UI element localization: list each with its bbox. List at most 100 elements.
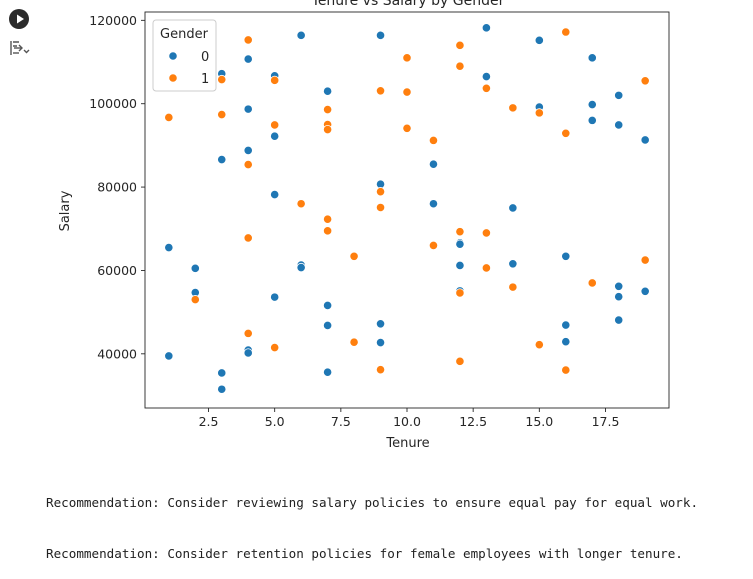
x-tick-label: 2.5 <box>199 414 219 429</box>
data-point-gender-0 <box>243 348 253 358</box>
data-point-gender-1 <box>455 61 465 71</box>
data-point-gender-1 <box>243 159 253 170</box>
legend-box <box>152 19 217 92</box>
data-point-gender-0 <box>217 384 227 394</box>
data-point-gender-1 <box>323 226 333 236</box>
data-point-gender-0 <box>323 86 333 96</box>
data-point-gender-0 <box>455 260 465 271</box>
data-point-gender-1 <box>587 278 597 288</box>
y-axis-label: Salary <box>58 190 73 231</box>
data-point-gender-1 <box>640 255 650 265</box>
data-point-gender-1 <box>428 135 439 145</box>
x-tick-label: 15.0 <box>525 414 553 429</box>
recommendation-line: Recommendation: Consider reviewing salar… <box>46 495 699 510</box>
data-point-gender-0 <box>614 120 624 130</box>
data-point-gender-0 <box>323 300 333 311</box>
data-point-gender-1 <box>323 104 333 115</box>
data-point-gender-0 <box>428 159 439 169</box>
data-point-gender-0 <box>323 367 333 377</box>
data-point-gender-1 <box>561 27 571 37</box>
data-point-gender-1 <box>270 120 280 130</box>
data-point-gender-0 <box>296 262 306 273</box>
data-point-gender-0 <box>481 72 491 82</box>
data-point-gender-0 <box>164 242 174 253</box>
data-point-gender-1 <box>243 35 253 45</box>
data-point-gender-0 <box>561 320 571 330</box>
x-axis-label: Tenure <box>385 436 429 451</box>
data-point-gender-1 <box>375 365 386 375</box>
data-point-gender-0 <box>296 30 306 40</box>
data-points <box>164 23 650 394</box>
data-point-gender-0 <box>243 104 253 114</box>
play-icon <box>17 14 24 24</box>
x-tick-label: 10.0 <box>393 414 421 429</box>
output-options-button[interactable] <box>9 38 31 58</box>
x-tick-label: 5.0 <box>265 414 285 429</box>
data-point-gender-0 <box>481 23 491 33</box>
y-tick-label: 60000 <box>97 263 137 278</box>
data-point-gender-0 <box>323 320 333 331</box>
data-point-gender-0 <box>640 286 650 296</box>
data-point-gender-1 <box>270 342 280 353</box>
data-point-gender-1 <box>243 233 253 243</box>
data-point-gender-1 <box>375 86 386 96</box>
data-point-gender-0 <box>455 239 465 249</box>
recommendations-output: Recommendation: Consider reviewing salar… <box>46 460 698 579</box>
y-tick-label: 80000 <box>97 180 137 195</box>
data-point-gender-1 <box>455 227 465 237</box>
data-point-gender-1 <box>270 75 280 85</box>
data-point-gender-1 <box>375 187 386 197</box>
recommendation-line: Recommendation: Consider retention polic… <box>46 546 683 561</box>
data-point-gender-0 <box>534 35 544 45</box>
scatter-chart: Tenure vs Salary by Gender 2.5 5.0 7.5 10.0… <box>58 0 670 451</box>
data-point-gender-1 <box>349 337 359 347</box>
data-point-gender-1 <box>508 103 518 113</box>
data-point-gender-1 <box>508 282 518 292</box>
data-point-gender-1 <box>323 124 333 135</box>
data-point-gender-0 <box>561 251 571 261</box>
legend-label-0: 0 <box>201 50 209 65</box>
run-cell-button[interactable] <box>9 9 29 29</box>
data-point-gender-1 <box>296 199 306 209</box>
data-point-gender-1 <box>217 109 227 120</box>
data-point-gender-1 <box>455 288 465 298</box>
legend-marker-0 <box>168 51 178 61</box>
data-point-gender-0 <box>270 189 280 200</box>
data-point-gender-0 <box>217 154 227 165</box>
data-point-gender-1 <box>640 76 650 86</box>
data-point-gender-1 <box>402 53 412 63</box>
data-point-gender-1 <box>402 123 412 133</box>
data-point-gender-0 <box>587 115 597 125</box>
data-point-gender-0 <box>640 135 650 145</box>
data-point-gender-1 <box>190 295 200 305</box>
data-point-gender-1 <box>402 87 412 97</box>
data-point-gender-0 <box>614 90 624 100</box>
data-point-gender-0 <box>243 54 253 64</box>
data-point-gender-1 <box>164 112 174 123</box>
data-point-gender-1 <box>349 251 359 261</box>
axes: 2.5 5.0 7.5 10.0 12.5 15.0 17.5 40000 60000 80000… <box>89 11 670 429</box>
data-point-gender-1 <box>534 340 544 350</box>
y-tick-label: 120000 <box>89 13 137 28</box>
x-tick-label: 17.5 <box>592 414 620 429</box>
data-point-gender-0 <box>270 292 280 302</box>
data-point-gender-0 <box>375 319 386 329</box>
data-point-gender-1 <box>481 263 491 273</box>
data-point-gender-1 <box>243 328 253 338</box>
x-tick-label: 7.5 <box>331 414 351 429</box>
data-point-gender-0 <box>614 281 624 291</box>
data-point-gender-1 <box>481 228 491 238</box>
data-point-gender-1 <box>481 83 491 93</box>
data-point-gender-1 <box>428 240 439 251</box>
legend-label-1: 1 <box>201 72 209 87</box>
data-point-gender-1 <box>323 214 333 224</box>
data-point-gender-1 <box>375 202 386 213</box>
chart-title: Tenure vs Salary by Gender <box>311 0 505 9</box>
data-point-gender-0 <box>375 337 386 348</box>
data-point-gender-0 <box>614 292 624 302</box>
data-point-gender-0 <box>508 259 518 269</box>
data-point-gender-0 <box>190 263 200 273</box>
data-point-gender-0 <box>375 30 386 40</box>
cell-gutter <box>0 0 40 496</box>
y-tick-label: 100000 <box>89 96 137 111</box>
